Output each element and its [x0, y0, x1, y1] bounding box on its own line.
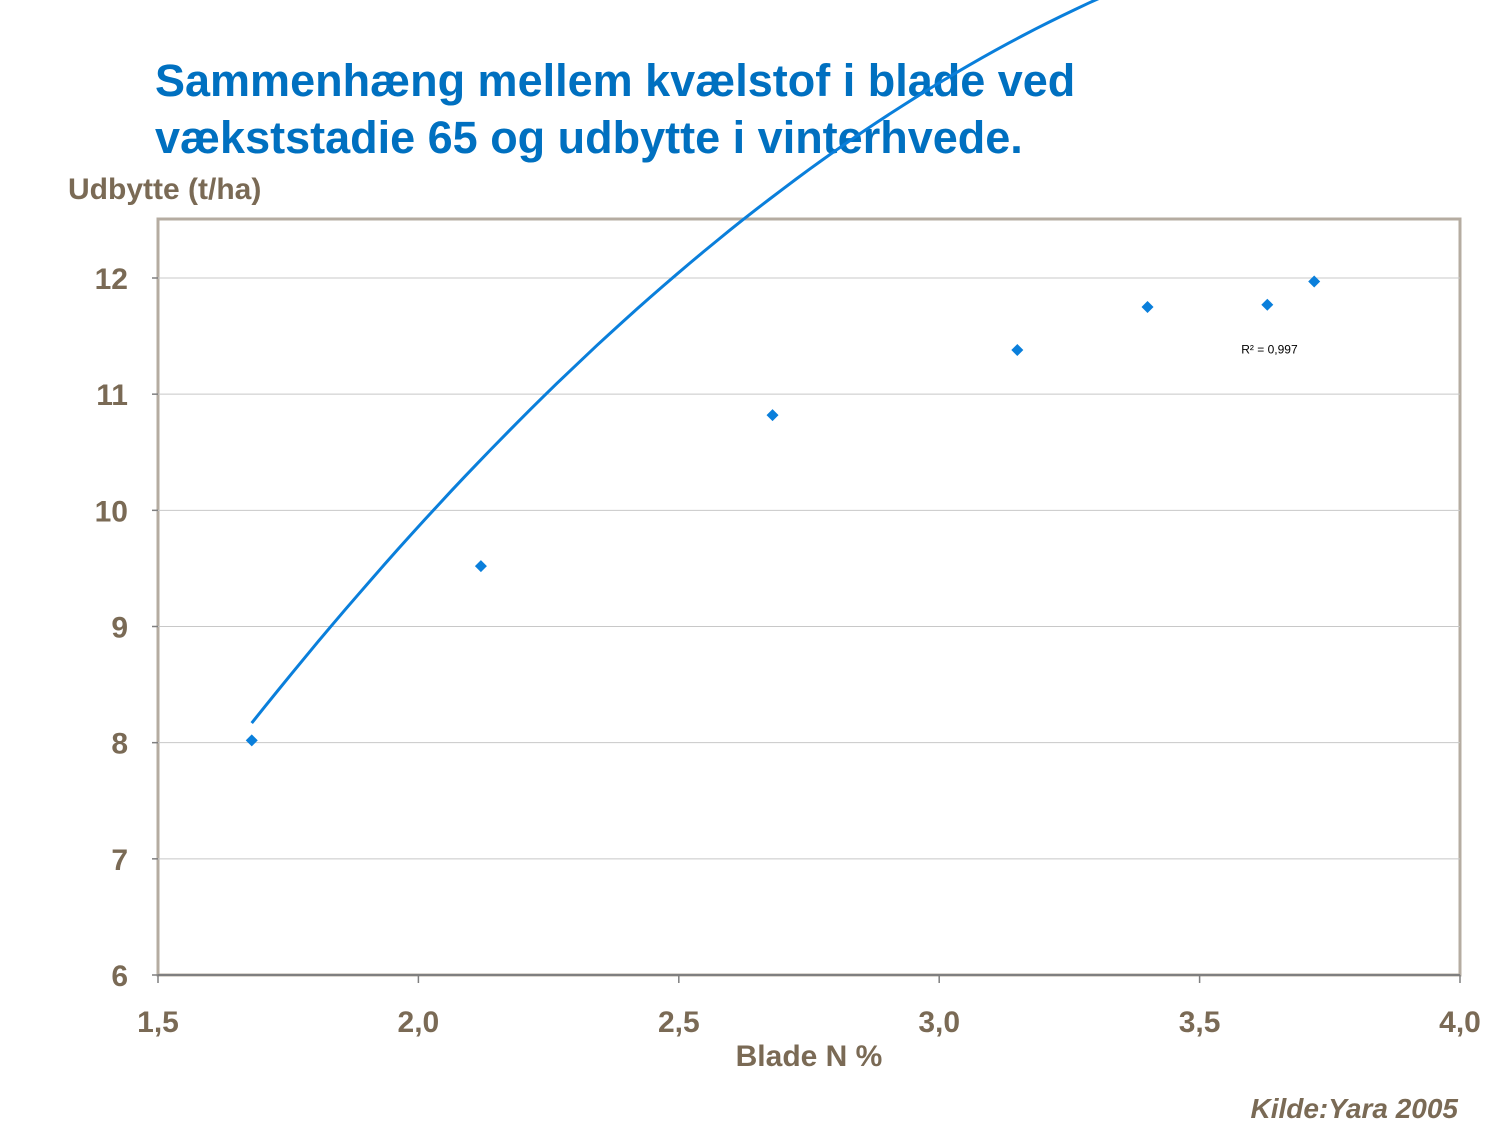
- x-tick-label: 3,0: [918, 1006, 960, 1039]
- data-point: [1308, 275, 1321, 288]
- trendline: [250, 0, 1100, 725]
- axes: [152, 277, 1461, 983]
- x-tick-label: 2,0: [398, 1006, 440, 1039]
- x-axis-label: Blade N %: [736, 1040, 883, 1073]
- trendline-group: [250, 0, 1100, 725]
- y-tick-label: 9: [111, 612, 128, 645]
- data-point: [245, 734, 258, 747]
- y-axis-label: Udbytte (t/ha): [68, 173, 262, 206]
- gridlines: [158, 277, 1460, 860]
- x-tick-label: 3,5: [1179, 1006, 1221, 1039]
- tick-labels: 6 7 8 9 10 11 12 1,5 2,0 2,5 3,0 3,5 4,0: [95, 263, 1481, 1039]
- y-tick-label: 7: [111, 844, 128, 877]
- y-tick-label: 8: [111, 728, 128, 761]
- x-tick-label: 1,5: [137, 1006, 179, 1039]
- x-tick-label: 2,5: [658, 1006, 700, 1039]
- source-credit: Kilde:Yara 2005: [1250, 1093, 1458, 1124]
- r-squared-annotation: R² = 0,997: [1241, 343, 1298, 357]
- data-point: [1141, 301, 1154, 314]
- data-point: [474, 560, 487, 573]
- y-tick-label: 11: [96, 379, 128, 412]
- plot-area-frame: [156, 217, 1462, 977]
- title-line-1: Sammenhæng mellem kvælstof i blade ved: [155, 55, 1076, 106]
- x-tick-label: 4,0: [1439, 1006, 1481, 1039]
- data-points: [245, 275, 1321, 747]
- data-point: [1261, 298, 1274, 311]
- y-tick-label: 12: [95, 263, 128, 296]
- data-point: [1011, 344, 1024, 357]
- data-point: [766, 409, 779, 422]
- y-tick-label: 6: [111, 960, 128, 993]
- y-tick-label: 10: [95, 495, 128, 528]
